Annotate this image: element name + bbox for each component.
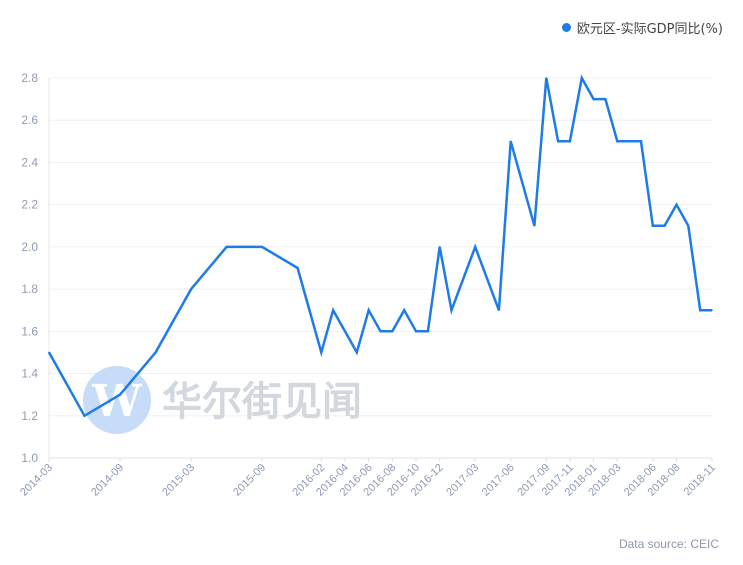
legend: 欧元区-实际GDP同比(%)	[561, 18, 723, 37]
data-point	[699, 309, 701, 312]
data-point	[592, 98, 595, 100]
data-point	[569, 140, 571, 143]
y-tick-label: 1.2	[21, 409, 38, 423]
x-tick-label: 2014-03	[18, 462, 55, 499]
data-point	[391, 330, 394, 333]
data-point	[580, 77, 583, 79]
data-point	[344, 330, 346, 333]
grid-lines	[49, 77, 712, 459]
data-point	[474, 246, 477, 248]
data-point	[296, 267, 299, 269]
data-point	[498, 309, 500, 312]
data-point	[604, 98, 607, 100]
data-point	[427, 330, 429, 333]
y-tick-label: 2.2	[21, 198, 38, 212]
watermark-logo	[83, 366, 151, 434]
data-point	[119, 393, 121, 396]
series-layer	[47, 74, 713, 418]
data-point	[545, 77, 548, 79]
y-tick-label: 1.4	[21, 367, 38, 381]
data-point	[367, 309, 370, 312]
data-point	[225, 246, 228, 248]
legend-marker	[561, 23, 571, 32]
data-point	[320, 351, 323, 354]
y-tick-label: 2.4	[21, 155, 38, 169]
data-point	[261, 246, 263, 248]
series-line	[47, 74, 712, 418]
data-point	[154, 351, 157, 354]
watermark-letter: W	[91, 376, 142, 427]
y-tick-label: 2.8	[21, 71, 38, 85]
x-tick-label: 2014-09	[89, 462, 126, 499]
data-point	[557, 140, 559, 143]
x-axis: 2014-03 2014-09 2015-03 2015-09 2016-022016-…	[18, 457, 718, 499]
data-point	[190, 288, 192, 290]
data-point	[83, 414, 86, 417]
x-tick-label: 2015-03	[160, 462, 197, 499]
data-source: Data source: CEIC	[618, 537, 719, 551]
data-point	[675, 203, 678, 206]
data-point	[379, 330, 382, 333]
data-point	[687, 224, 690, 227]
data-point	[509, 140, 512, 143]
data-point	[652, 224, 654, 227]
y-tick-label: 1.6	[21, 324, 38, 338]
y-tick-label: 2.0	[21, 240, 38, 254]
y-tick-label: 1.0	[21, 451, 38, 465]
x-tick-label: 2017-03	[444, 462, 481, 499]
watermark-text: 华尔街见闻	[162, 378, 362, 425]
data-point	[356, 351, 358, 354]
data-point	[438, 246, 441, 248]
data-point	[332, 309, 334, 312]
data-point	[415, 330, 417, 333]
x-tick-label: 2018-11	[682, 462, 718, 498]
x-tick-label: 2017-06	[480, 462, 517, 499]
data-point	[663, 224, 666, 227]
data-point	[616, 140, 619, 143]
data-point	[711, 309, 713, 312]
data-point	[533, 224, 536, 227]
legend-label: 欧元区-实际GDP同比(%)	[576, 22, 723, 37]
x-tick-label: 2015-09	[231, 462, 268, 499]
data-point	[48, 351, 50, 354]
data-point	[640, 140, 642, 143]
data-point	[403, 309, 405, 312]
y-tick-label: 1.8	[21, 282, 38, 296]
data-point	[450, 309, 453, 312]
y-axis: 1.0 1.2 1.4 1.6 1.8 2.0 2.2 2.4 2.6 2.8	[21, 71, 50, 465]
watermark: W 华尔街见闻	[83, 366, 362, 434]
y-tick-label: 2.6	[21, 113, 38, 127]
